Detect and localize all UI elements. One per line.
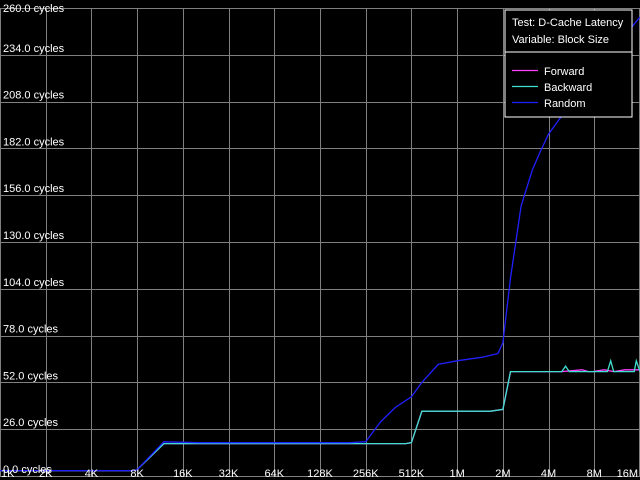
y-tick-label: 52.0 cycles [3,370,59,382]
legend: Forward Backward Random [512,66,592,110]
x-tick-label: 16K [173,468,193,480]
chart-title-line-1: Test: D-Cache Latency [512,17,624,29]
info-box-frame [504,9,633,118]
x-tick-label: 256K [353,468,379,480]
x-tick-label: 1M [450,468,465,480]
y-tick-label: 104.0 cycles [3,277,65,289]
x-tick-label: 4K [85,468,99,480]
x-tick-label: 4M [541,468,556,480]
x-tick-label: 32K [219,468,239,480]
legend-label-random: Random [544,98,586,110]
legend-label-forward: Forward [544,66,584,78]
x-tick-labels: 1K 2K 4K 8K 16K 32K 64K 128K 256K 512K 1M 2M 4M 8M 16M [1,468,638,480]
y-tick-label: 208.0 cycles [3,90,65,102]
x-tick-label: 2M [495,468,510,480]
chart-title-line-2: Variable: Block Size [512,34,609,46]
y-tick-label: 130.0 cycles [3,230,65,242]
x-tick-label: 512K [399,468,425,480]
y-tick-labels: 0.0 cycles 26.0 cycles 52.0 cycles 78.0 cyc… [3,3,65,476]
y-tick-label: 0.0 cycles [3,464,52,476]
legend-label-backward: Backward [544,82,592,94]
y-tick-label: 156.0 cycles [3,183,65,195]
series-line-backward [0,358,640,472]
y-tick-label: 26.0 cycles [3,417,59,429]
y-tick-label: 78.0 cycles [3,324,59,336]
x-tick-label: 16M [617,468,638,480]
y-tick-label: 260.0 cycles [3,3,65,15]
x-tick-label: 8M [587,468,602,480]
y-tick-label: 182.0 cycles [3,136,65,148]
x-tick-label: 2K [39,468,53,480]
x-tick-label: 128K [307,468,333,480]
y-tick-label: 234.0 cycles [3,43,65,55]
x-tick-label: 8K [130,468,144,480]
info-box: Test: D-Cache Latency Variable: Block Si… [504,9,633,118]
x-tick-label: 64K [264,468,284,480]
x-tick-label: 1K [1,468,15,480]
grid-lines [0,8,640,477]
